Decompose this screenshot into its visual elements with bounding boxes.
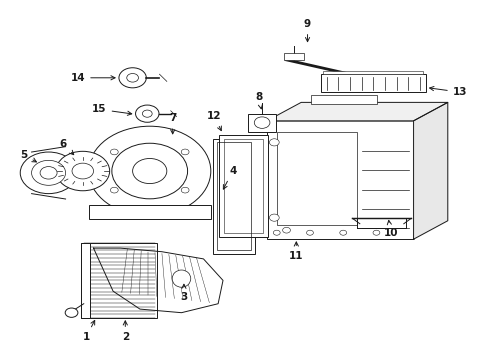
Circle shape: [273, 230, 280, 235]
Polygon shape: [267, 102, 448, 121]
Circle shape: [270, 214, 279, 221]
Bar: [248, 114, 276, 132]
Circle shape: [136, 105, 159, 122]
Circle shape: [31, 160, 66, 185]
Bar: [217, 142, 251, 250]
Bar: [321, 74, 426, 92]
Circle shape: [181, 187, 189, 193]
Circle shape: [143, 110, 152, 117]
Bar: [277, 132, 357, 225]
Bar: [311, 95, 377, 104]
Circle shape: [56, 151, 110, 191]
Text: 1: 1: [83, 320, 95, 342]
Text: 15: 15: [92, 104, 132, 115]
Circle shape: [181, 149, 189, 155]
Circle shape: [307, 230, 314, 235]
Circle shape: [40, 167, 57, 179]
Text: 13: 13: [430, 86, 467, 97]
Bar: [284, 53, 304, 60]
Text: 3: 3: [180, 284, 188, 302]
Circle shape: [283, 227, 291, 233]
Circle shape: [110, 187, 118, 193]
Bar: [219, 135, 268, 237]
Ellipse shape: [172, 270, 191, 287]
Text: 7: 7: [169, 113, 176, 134]
Text: 11: 11: [289, 242, 303, 261]
Circle shape: [270, 139, 279, 146]
Circle shape: [20, 152, 77, 194]
Circle shape: [373, 230, 380, 235]
Text: 8: 8: [255, 92, 263, 109]
Polygon shape: [414, 102, 448, 239]
Circle shape: [133, 158, 167, 184]
Circle shape: [65, 308, 78, 318]
Bar: [323, 71, 423, 74]
Circle shape: [72, 163, 94, 179]
Bar: [224, 139, 263, 233]
Text: 2: 2: [122, 321, 129, 342]
Text: 12: 12: [207, 111, 221, 131]
Bar: [81, 243, 90, 318]
Bar: [89, 205, 211, 220]
Text: 4: 4: [223, 166, 237, 189]
Bar: [267, 121, 414, 239]
Circle shape: [89, 126, 211, 216]
Polygon shape: [94, 248, 223, 313]
Circle shape: [254, 117, 270, 129]
Circle shape: [340, 230, 346, 235]
Text: 5: 5: [21, 150, 36, 162]
Bar: [81, 243, 157, 318]
Text: 6: 6: [60, 139, 74, 155]
Circle shape: [127, 73, 139, 82]
Bar: [213, 139, 255, 253]
Circle shape: [119, 68, 147, 88]
Circle shape: [112, 143, 188, 199]
Circle shape: [110, 149, 118, 155]
Text: 10: 10: [383, 220, 398, 238]
Text: 14: 14: [71, 73, 115, 83]
Text: 9: 9: [304, 19, 311, 42]
